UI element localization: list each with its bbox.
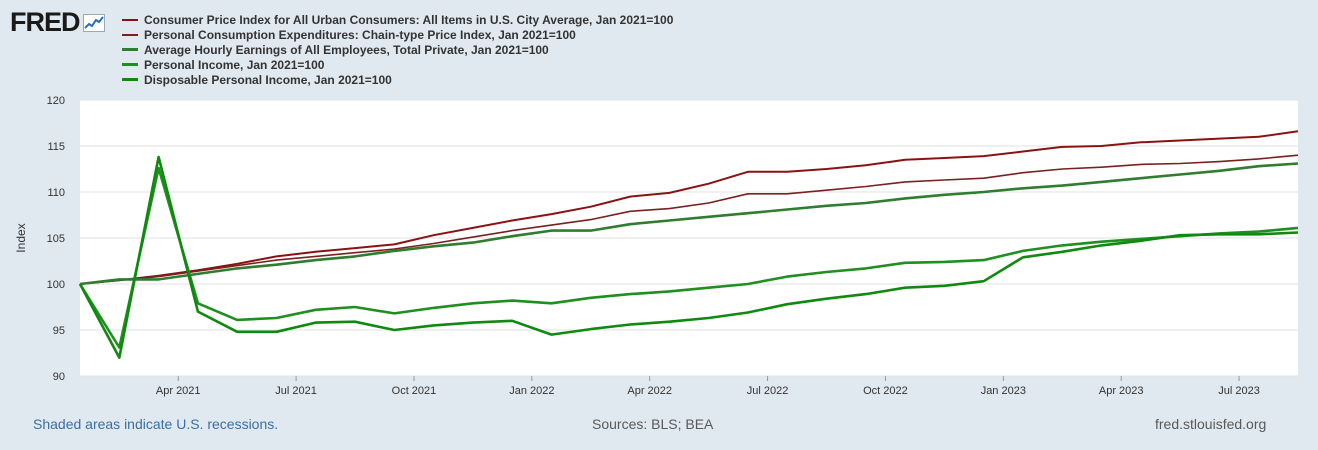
x-tick-label: Apr 2021 [156,385,201,397]
legend-swatch [122,33,138,36]
y-tick-label: 95 [53,325,65,337]
y-tick-labels: 90 95 100 105 110 115 120 [47,95,65,383]
legend-label: Personal Income, Jan 2021=100 [144,57,325,72]
x-tick-label: Jan 2023 [981,385,1026,397]
fred-logo[interactable]: FRED [10,7,105,38]
series-line-dpi [78,155,1299,359]
x-tick-label: Jul 2023 [1218,385,1260,397]
chart-icon [82,13,105,32]
logo-text: FRED [10,7,80,37]
x-tick-label: Apr 2023 [1099,385,1144,397]
legend-label: Disposable Personal Income, Jan 2021=100 [144,72,392,87]
legend-swatch [122,18,138,21]
legend-swatch [122,48,138,51]
series-lines [78,130,1299,359]
site-link[interactable]: fred.stlouisfed.org [1155,416,1267,432]
x-tick-label: Oct 2021 [392,385,437,397]
y-tick-label: 100 [47,279,65,291]
series-line-pce [79,154,1299,285]
legend-label: Average Hourly Earnings of All Employees… [144,42,549,57]
legend-item-pce: Personal Consumption Expenditures: Chain… [122,27,673,42]
recessions-note: Shaded areas indicate U.S. recessions. [33,416,279,432]
legend-swatch [122,63,138,66]
legend-label: Personal Consumption Expenditures: Chain… [144,27,576,42]
legend-swatch [122,78,138,81]
y-tick-label: 105 [47,233,65,245]
x-tick-label: Apr 2022 [627,385,672,397]
y-tick-label: 110 [47,187,65,199]
legend-label: Consumer Price Index for All Urban Consu… [144,12,674,27]
legend-item-pi: Personal Income, Jan 2021=100 [122,57,673,72]
x-tick-label: Jan 2022 [509,385,554,397]
y-axis-label: Index [14,223,28,252]
series-line-pi [78,166,1299,349]
y-tick-label: 115 [47,141,65,153]
x-tick-label: Jul 2021 [275,385,317,397]
legend-item-cpi: Consumer Price Index for All Urban Consu… [122,12,673,27]
y-tick-label: 120 [47,95,65,107]
series-line-ahe [79,162,1299,286]
gridlines [80,99,1298,377]
series-line-cpi [79,130,1299,285]
sources-text: Sources: BLS; BEA [592,416,714,432]
x-tick-label: Oct 2022 [863,385,908,397]
legend-item-dpi: Disposable Personal Income, Jan 2021=100 [122,72,673,87]
legend-item-ahe: Average Hourly Earnings of All Employees… [122,42,673,57]
x-tick-label: Jul 2022 [747,385,789,397]
legend: Consumer Price Index for All Urban Consu… [122,12,673,87]
x-tick-labels: Apr 2021 Jul 2021 Oct 2021 Jan 2022 Apr 2022… [156,376,1260,397]
y-tick-label: 90 [53,371,65,383]
